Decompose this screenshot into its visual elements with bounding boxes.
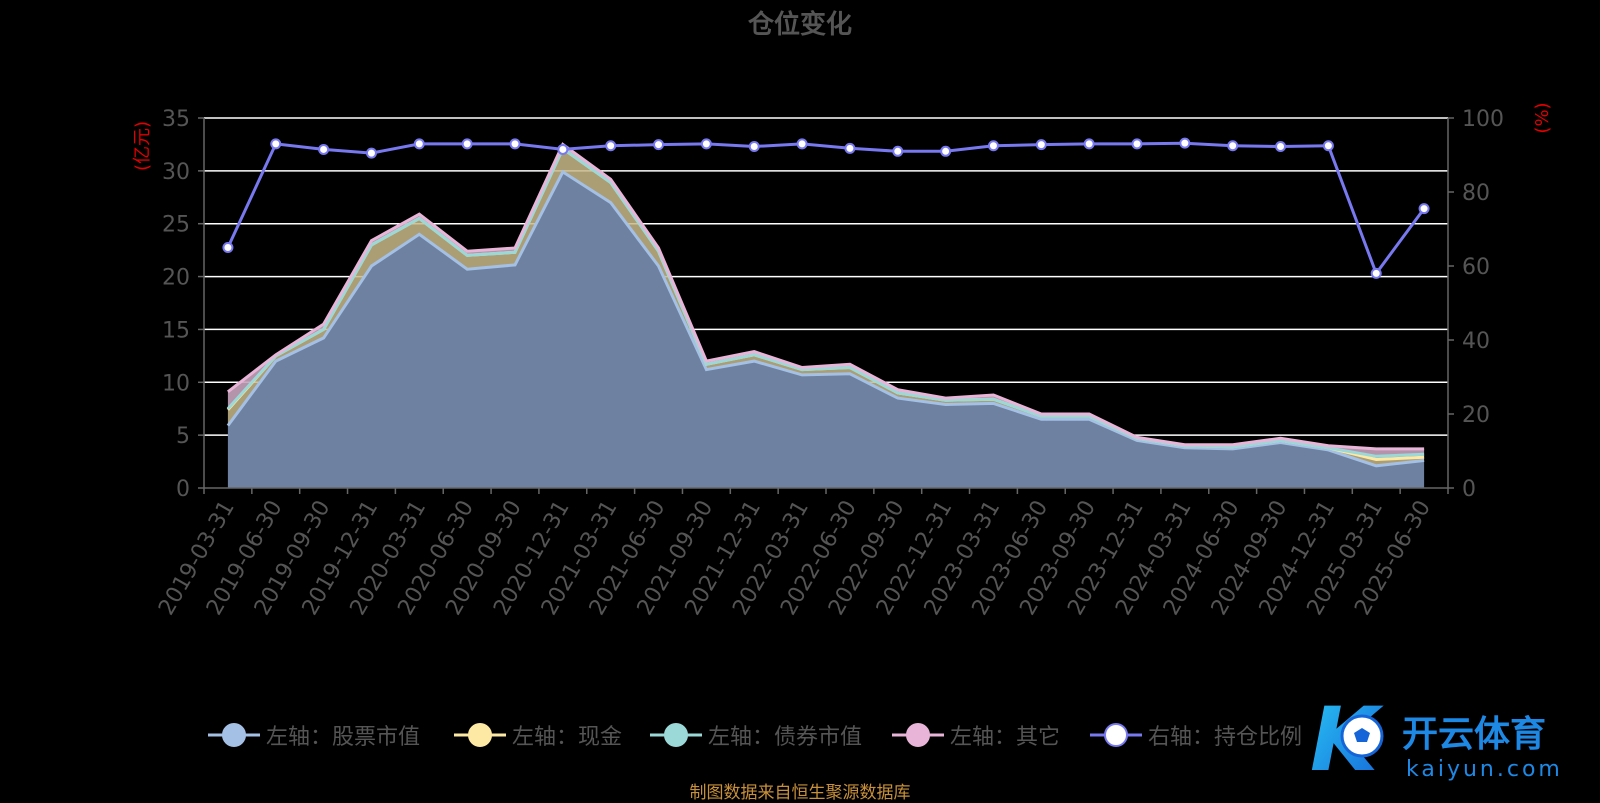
holding-ratio-point — [892, 145, 904, 157]
holding-ratio-point — [222, 242, 234, 253]
right-tick-label: 20 — [1462, 403, 1490, 428]
left-tick-label: 10 — [162, 371, 190, 396]
holding-ratio-point — [557, 143, 569, 155]
right-tick-label: 60 — [1462, 255, 1490, 280]
right-tick-label: 100 — [1462, 107, 1504, 132]
holding-ratio-point — [1083, 138, 1095, 150]
watermark-name: 开云体育 — [1402, 714, 1546, 755]
legend-marker-icon — [892, 723, 944, 747]
holding-ratio-point — [413, 138, 425, 150]
holding-ratio-point — [748, 140, 760, 152]
legend-label: 右轴：持仓比例 — [1148, 725, 1303, 750]
holding-ratio-point — [940, 145, 952, 157]
area-line-4 — [226, 142, 1425, 451]
legend-label: 左轴：股票市值 — [266, 725, 421, 750]
holding-ratio-point — [653, 139, 665, 151]
holding-ratio-point — [605, 140, 617, 152]
holding-ratio-point — [844, 142, 856, 154]
holding-ratio-point — [796, 138, 808, 150]
holding-ratio-point — [700, 138, 712, 150]
legend-label: 左轴：其它 — [950, 725, 1061, 750]
holding-ratio-point — [365, 147, 377, 159]
legend: 左轴：股票市值 左轴：现金 左轴：债券市值 左轴：其它 右轴：持仓比例 — [0, 715, 1600, 755]
holding-ratio-line — [226, 141, 1426, 277]
right-tick-label: 80 — [1462, 181, 1490, 206]
legend-marker-icon — [208, 723, 260, 747]
left-tick-label: 5 — [176, 424, 190, 449]
area-line-3 — [226, 146, 1425, 458]
chart-canvas: 051015202530350204060801002019-03-312019… — [132, 102, 1553, 619]
legend-item[interactable]: 左轴：股票市值 — [206, 715, 420, 755]
legend-marker-icon — [650, 723, 702, 747]
holding-ratio-point — [461, 138, 473, 150]
holding-ratio-point — [1035, 139, 1047, 151]
holding-ratio-point — [1131, 138, 1143, 150]
left-tick-label: 25 — [162, 213, 190, 238]
watermark-url: kaiyun.com — [1406, 757, 1563, 782]
holding-ratio-point — [509, 138, 521, 150]
area-line-1 — [226, 169, 1425, 468]
holding-ratio-point — [318, 143, 330, 155]
chart-title: 仓位变化 — [747, 10, 852, 40]
legend-item[interactable]: 左轴：其它 — [890, 715, 1060, 755]
holding-ratio-point — [1322, 140, 1334, 152]
legend-label: 左轴：现金 — [512, 725, 623, 750]
right-axis-title: (%) — [1532, 102, 1553, 133]
left-tick-label: 0 — [176, 477, 190, 502]
left-tick-label: 35 — [162, 107, 190, 132]
source-note: 制图数据来自恒生聚源数据库 — [689, 783, 911, 803]
holding-ratio-point — [1179, 137, 1191, 149]
right-tick-label: 40 — [1462, 329, 1490, 354]
legend-item[interactable]: 右轴：持仓比例 — [1088, 715, 1302, 755]
holding-ratio-point — [1370, 267, 1382, 279]
watermark-logo: K 开云体育 kaiyun.com — [1310, 700, 1563, 790]
legend-label: 左轴：债券市值 — [708, 725, 863, 750]
holding-ratio-point — [270, 138, 282, 150]
holding-ratio-point — [987, 140, 999, 152]
left-tick-label: 20 — [162, 266, 190, 291]
right-tick-label: 0 — [1462, 477, 1476, 502]
holding-ratio-point — [1418, 203, 1430, 215]
left-axis-title: (亿元) — [132, 121, 153, 171]
legend-item[interactable]: 左轴：现金 — [452, 715, 622, 755]
holding-ratio-point — [1275, 140, 1287, 152]
legend-marker-icon — [454, 723, 506, 747]
holding-ratio-point — [1227, 140, 1239, 152]
left-tick-label: 30 — [162, 160, 190, 185]
legend-item[interactable]: 左轴：债券市值 — [648, 715, 862, 755]
left-tick-label: 15 — [162, 318, 190, 343]
legend-marker-icon — [1090, 723, 1142, 747]
area-1 — [227, 171, 1425, 488]
